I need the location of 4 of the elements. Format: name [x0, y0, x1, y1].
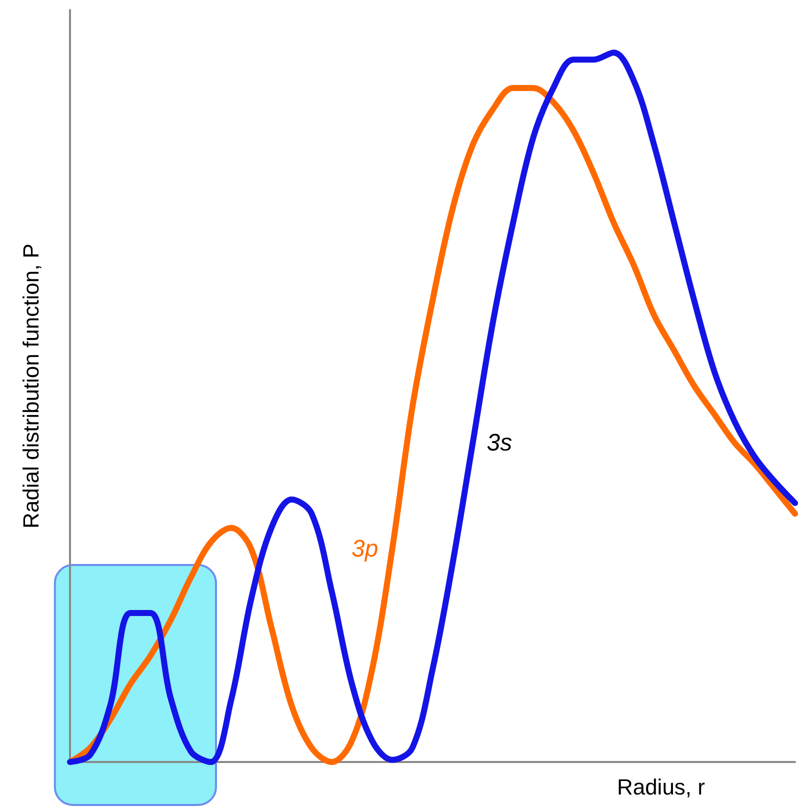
series-label: 3s	[486, 429, 512, 456]
y-axis-title: Radial distribution function, P	[18, 244, 44, 528]
series-label: 3p	[352, 536, 378, 563]
x-axis-title: Radius, r	[616, 774, 705, 800]
